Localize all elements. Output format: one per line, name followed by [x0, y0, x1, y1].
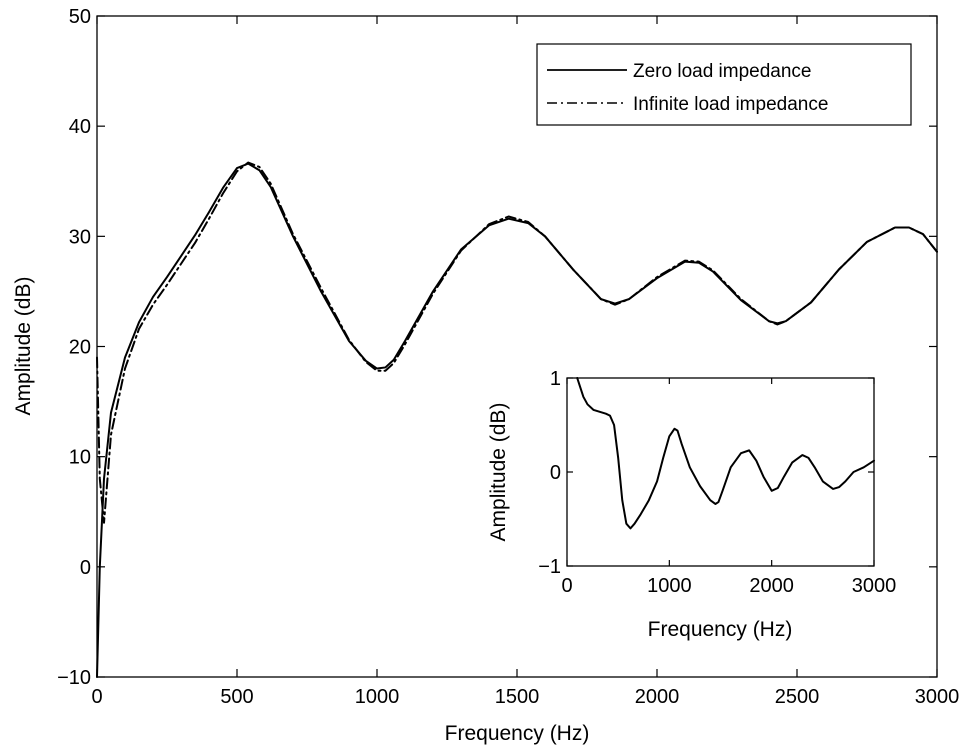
inset-y-axis-label: Amplitude (dB) [487, 403, 510, 542]
inset-x-tick-label: 3000 [852, 575, 897, 597]
main-x-tick-label: 1000 [355, 686, 400, 708]
inset-ticks: 0 1000 2000 3000−101 [538, 368, 896, 597]
legend-label-infinite-load: Infinite load impedance [633, 94, 828, 115]
main-x-tick-label: 2500 [775, 686, 820, 708]
main-x-tick-label: 2000 [635, 686, 680, 708]
main-x-axis-label: Frequency (Hz) [445, 722, 590, 745]
main-series-line-1 [96, 161, 938, 524]
main-y-tick-label: 30 [69, 226, 91, 248]
inset-x-tick-label: 1000 [647, 575, 692, 597]
main-y-tick-label: 50 [69, 6, 91, 28]
main-series-line-0 [96, 162, 938, 678]
main-y-tick-label: −10 [57, 667, 91, 689]
main-y-tick-label: 10 [69, 447, 91, 469]
inset-chart: 0 1000 2000 3000−101 Frequency (Hz) Amplitu… [487, 368, 896, 641]
inset-lines [576, 377, 875, 530]
main-x-tick-label: 3000 [915, 686, 960, 708]
inset-y-tick-label: 0 [550, 462, 561, 484]
main-x-tick-label: 500 [220, 686, 253, 708]
main-y-tick-label: 20 [69, 337, 91, 359]
inset-plot-frame [566, 377, 875, 567]
main-lines [96, 161, 938, 678]
legend-label-zero-load: Zero load impedance [633, 61, 812, 82]
inset-x-tick-label: 2000 [749, 575, 794, 597]
inset-y-tick-label: 1 [550, 368, 561, 390]
main-y-tick-label: 40 [69, 116, 91, 138]
main-y-tick-label: 0 [80, 557, 91, 579]
main-x-tick-label: 1500 [495, 686, 540, 708]
legend-box [536, 43, 912, 126]
inset-y-tick-label: −1 [538, 556, 561, 578]
legend: Zero load impedance Infinite load impeda… [536, 43, 912, 126]
main-y-axis-label: Amplitude (dB) [12, 277, 35, 416]
inset-x-axis-label: Frequency (Hz) [648, 618, 793, 641]
inset-series-line-0 [576, 377, 875, 530]
inset-x-tick-label: 0 [561, 575, 572, 597]
main-x-tick-label: 0 [91, 686, 102, 708]
